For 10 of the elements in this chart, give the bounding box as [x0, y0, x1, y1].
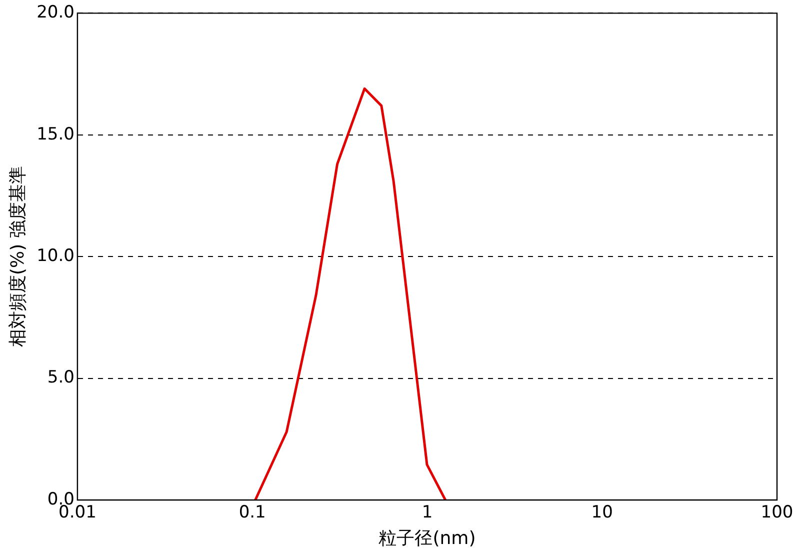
y-tick-label: 20.0	[36, 2, 74, 23]
x-tick-label: 0.1	[238, 502, 266, 523]
x-axis-title: 粒子径(nm)	[378, 528, 476, 549]
x-tick-label: 1	[422, 502, 433, 523]
y-tick-label: 10.0	[36, 246, 74, 266]
x-tick-label: 10	[591, 502, 613, 523]
y-axis-title: 相対頻度(%) 強度基準	[7, 166, 28, 348]
y-tick-label: 15.0	[36, 124, 74, 144]
y-tick-label: 5.0	[47, 368, 74, 388]
x-tick-label: 100	[760, 502, 794, 523]
